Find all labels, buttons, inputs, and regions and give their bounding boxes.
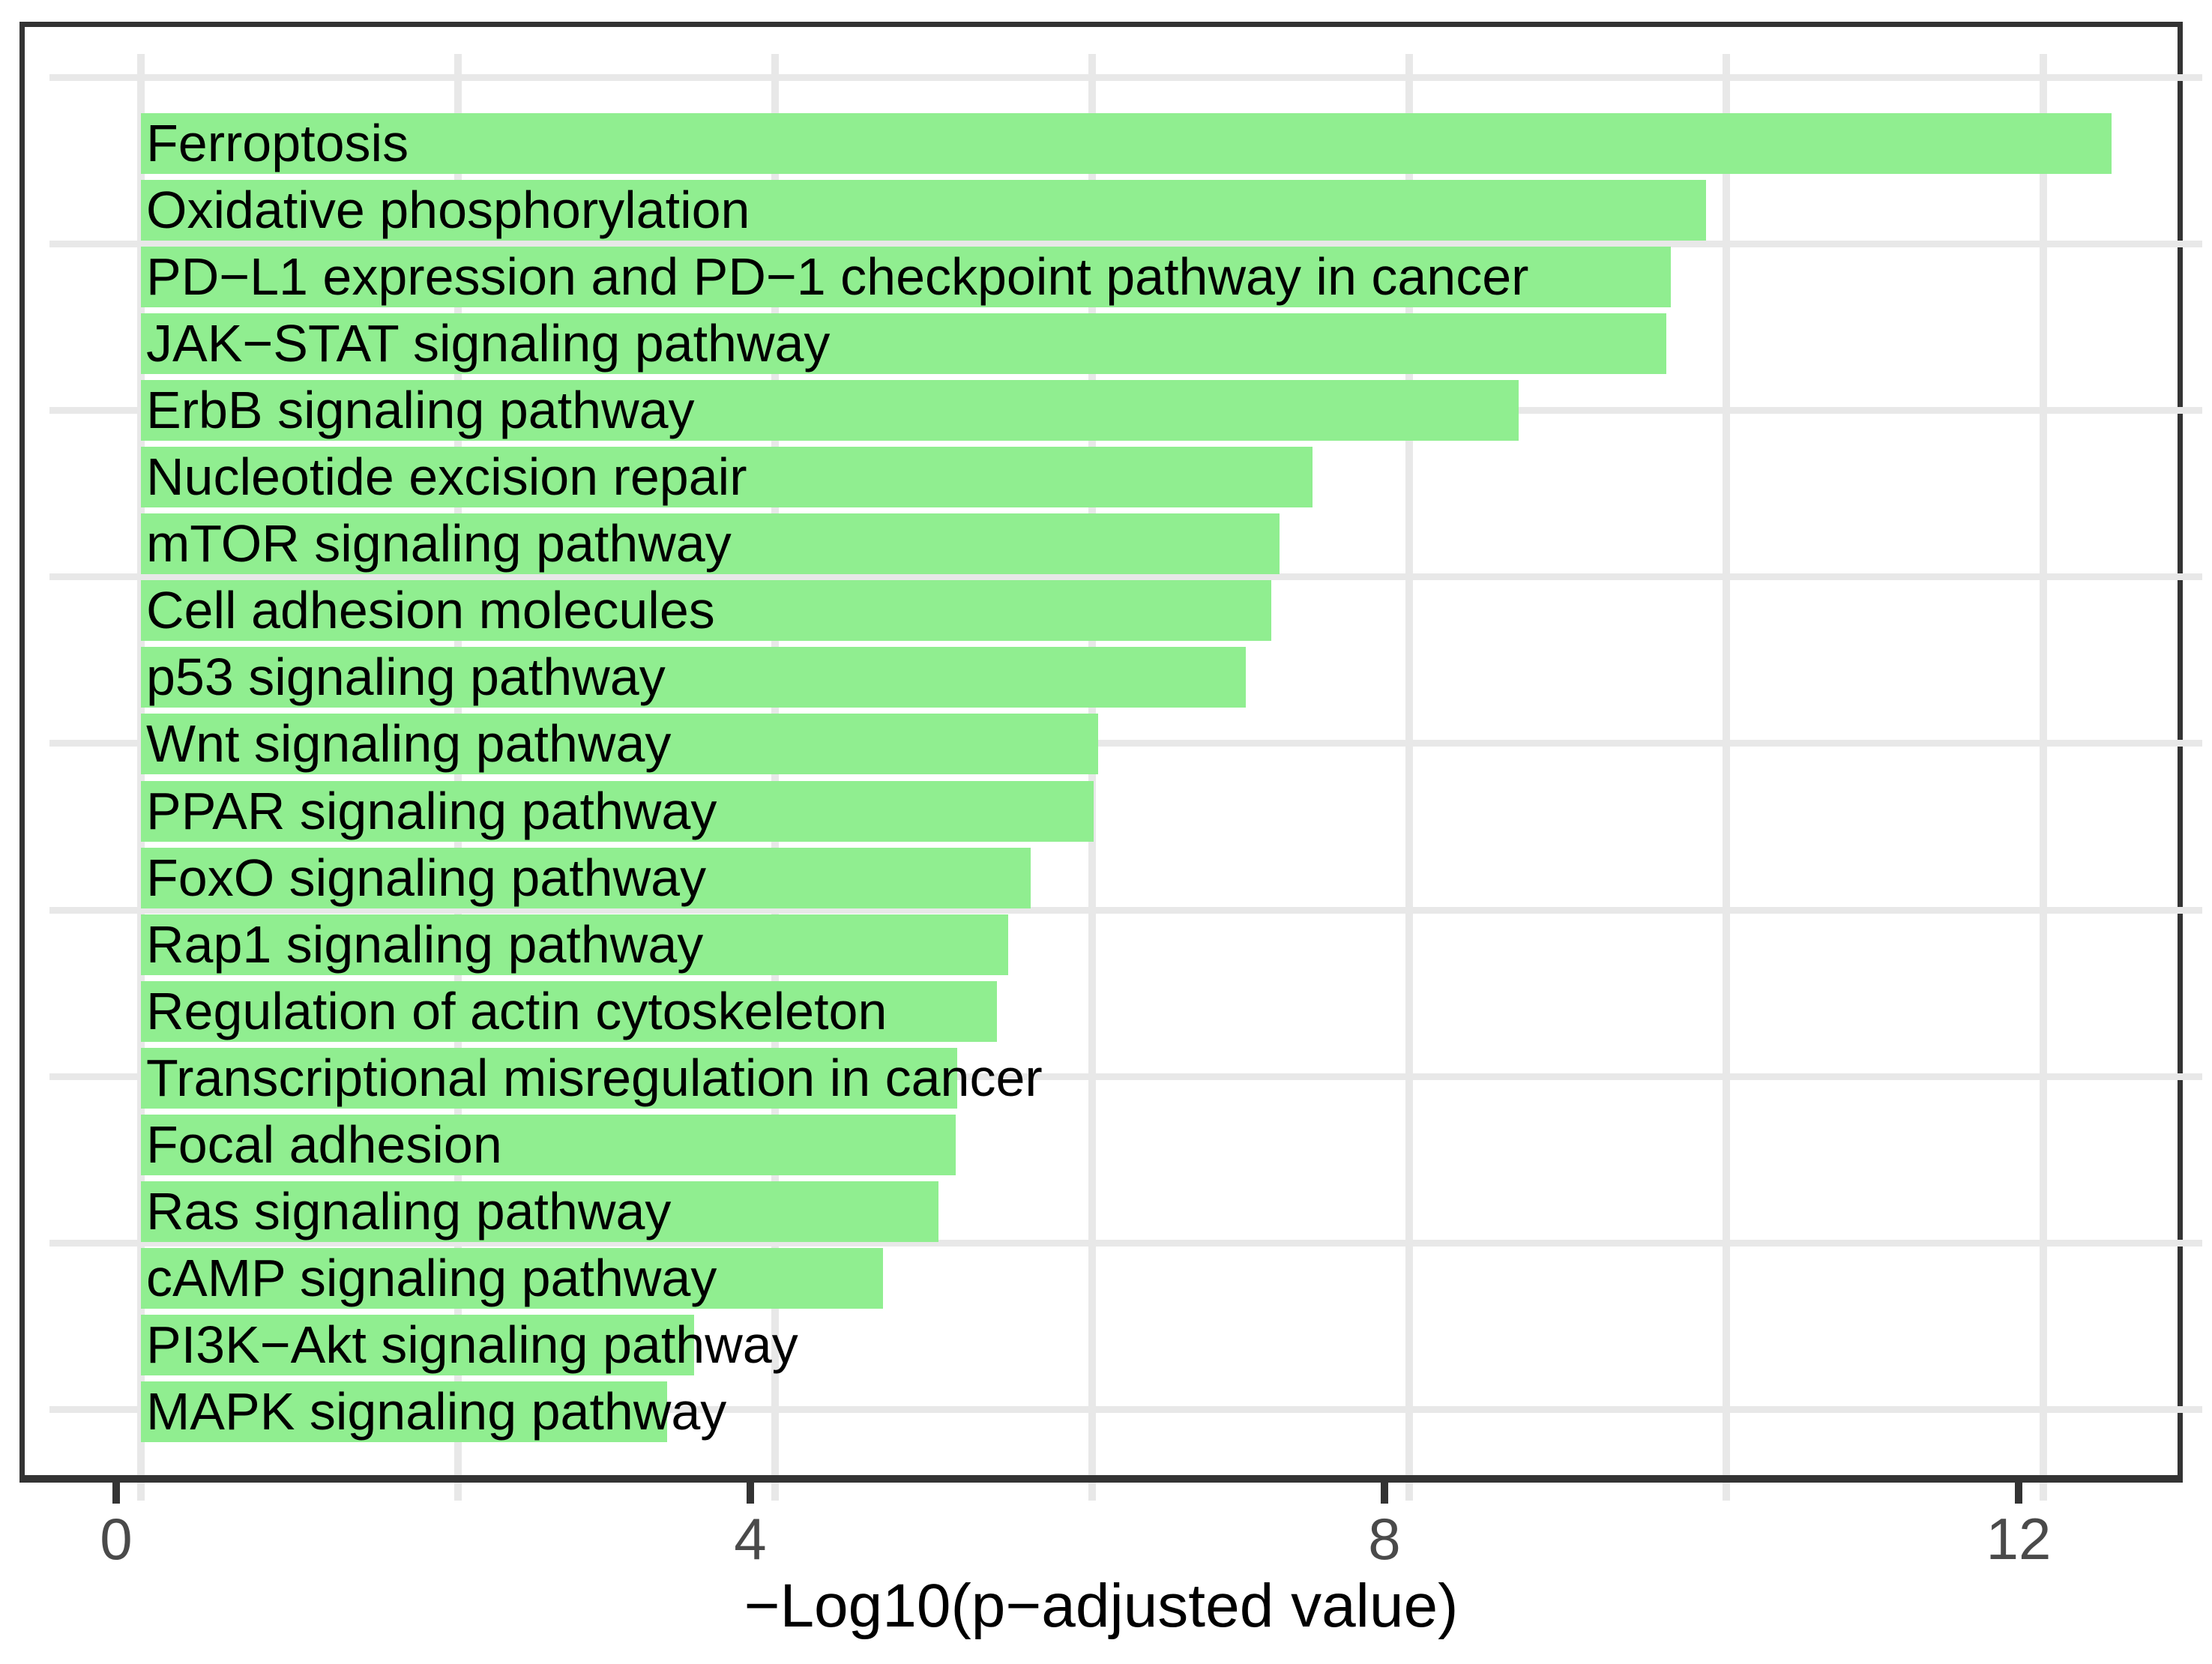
horizontal-gridline bbox=[49, 1406, 2202, 1414]
bar bbox=[141, 847, 1031, 908]
bar-label: Oxidative phosphorylation bbox=[146, 181, 750, 240]
bar bbox=[141, 714, 1099, 775]
bar-label: Regulation of actin cytoskeleton bbox=[146, 981, 887, 1040]
bar bbox=[141, 313, 1666, 375]
bar-label: PPAR signaling pathway bbox=[146, 781, 717, 840]
vertical-gridline bbox=[454, 54, 462, 1501]
bar bbox=[141, 180, 1706, 241]
bar-label: Ferroptosis bbox=[146, 114, 409, 172]
bar bbox=[141, 113, 2112, 174]
x-tick-mark bbox=[112, 1483, 120, 1504]
bar bbox=[141, 1114, 956, 1175]
bar bbox=[141, 447, 1313, 508]
bar-label: PI3K−Akt signaling pathway bbox=[146, 1315, 798, 1374]
x-axis-title: −Log10(p−adjusted value) bbox=[744, 1572, 1459, 1640]
bar-label: Cell adhesion molecules bbox=[146, 581, 715, 640]
x-tick-mark bbox=[2015, 1483, 2022, 1504]
x-tick-label: 4 bbox=[734, 1506, 767, 1572]
horizontal-gridline bbox=[49, 73, 2202, 81]
bar bbox=[141, 914, 1008, 975]
bar bbox=[141, 1047, 958, 1109]
plot-panel: Ferroptosis Oxidative phosphorylation PD−L… bbox=[19, 22, 2202, 1501]
horizontal-gridline bbox=[49, 906, 2202, 914]
bar-label: PD−L1 expression and PD−1 checkpoint pat… bbox=[146, 247, 1529, 307]
x-tick-label: 12 bbox=[1986, 1506, 2052, 1572]
vertical-gridline bbox=[2040, 54, 2047, 1501]
bar bbox=[141, 1181, 938, 1242]
vertical-gridline bbox=[1405, 54, 1413, 1501]
bar bbox=[141, 647, 1247, 708]
horizontal-gridline bbox=[49, 1239, 2202, 1247]
bar-label: cAMP signaling pathway bbox=[146, 1248, 717, 1307]
x-tick-label: 0 bbox=[100, 1506, 133, 1572]
bar-label: JAK−STAT signaling pathway bbox=[146, 314, 831, 373]
bar-label: Wnt signaling pathway bbox=[146, 714, 672, 774]
bar-label: FoxO signaling pathway bbox=[146, 848, 707, 907]
vertical-gridline bbox=[1723, 54, 1730, 1501]
horizontal-gridline bbox=[49, 1073, 2202, 1080]
bar-label: Rap1 signaling pathway bbox=[146, 914, 704, 974]
bar-label: p53 signaling pathway bbox=[146, 648, 666, 707]
bar-label: Focal adhesion bbox=[146, 1115, 502, 1174]
x-tick-mark bbox=[747, 1483, 754, 1504]
bar bbox=[141, 513, 1280, 575]
bar bbox=[141, 247, 1671, 308]
bar-label: Ras signaling pathway bbox=[146, 1181, 672, 1241]
vertical-gridline bbox=[771, 54, 779, 1501]
bar bbox=[141, 1314, 695, 1375]
horizontal-gridline bbox=[49, 740, 2202, 747]
x-axis-line bbox=[19, 1475, 2183, 1483]
bar-label: MAPK signaling pathway bbox=[146, 1381, 727, 1441]
bar bbox=[141, 1381, 668, 1442]
horizontal-gridline bbox=[49, 240, 2202, 247]
vertical-gridline bbox=[1088, 54, 1096, 1501]
bar-label: Transcriptional misregulation in cancer bbox=[146, 1048, 1043, 1107]
plot-area: Ferroptosis Oxidative phosphorylation PD−L… bbox=[49, 54, 2202, 1501]
bar bbox=[141, 380, 1519, 441]
bar-label: ErbB signaling pathway bbox=[146, 381, 695, 440]
bar bbox=[141, 1247, 883, 1309]
bar-label: mTOR signaling pathway bbox=[146, 514, 732, 573]
bar-label: Nucleotide excision repair bbox=[146, 447, 747, 507]
x-tick-label: 8 bbox=[1368, 1506, 1401, 1572]
x-tick-mark bbox=[1381, 1483, 1388, 1504]
bar bbox=[141, 980, 998, 1042]
vertical-gridline bbox=[137, 54, 145, 1501]
horizontal-gridline bbox=[49, 573, 2202, 581]
bar bbox=[141, 580, 1271, 642]
bar bbox=[141, 780, 1094, 842]
